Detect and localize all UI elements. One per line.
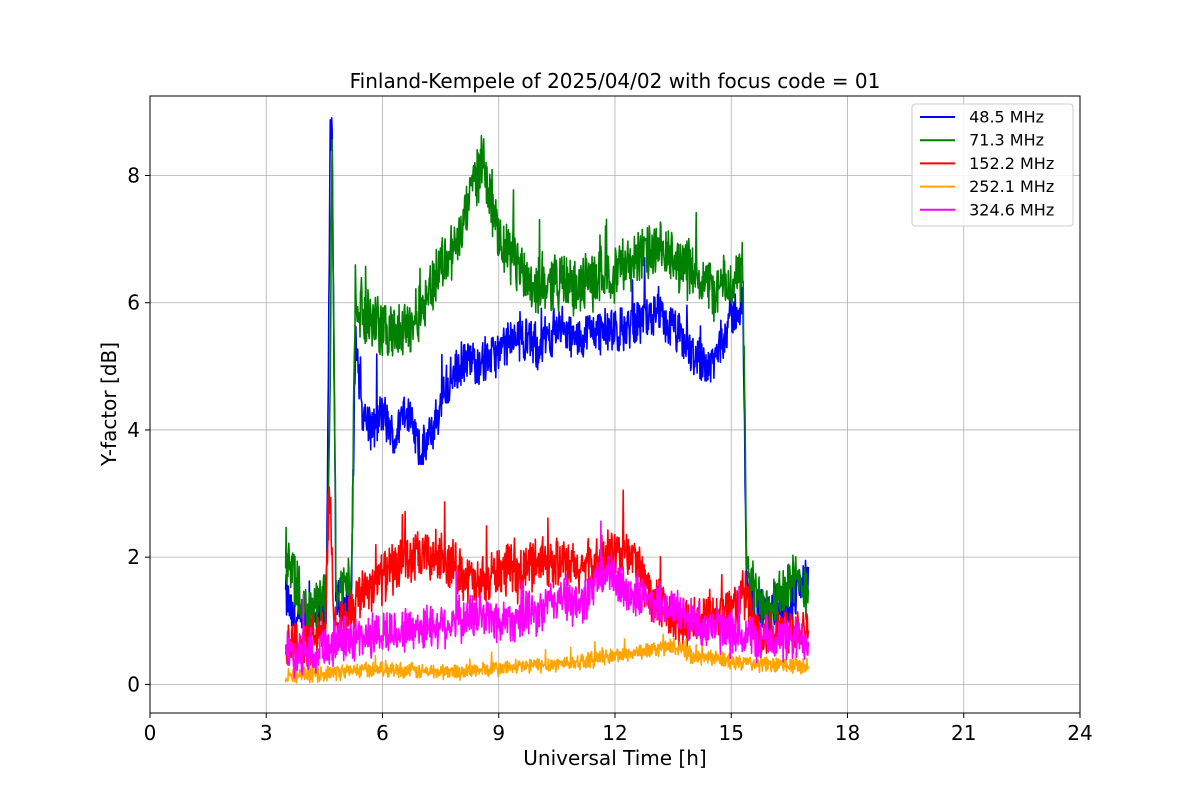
y-tick-label: 8 (127, 164, 140, 188)
x-tick-label: 3 (260, 721, 273, 745)
legend-label: 324.6 MHz (964, 200, 1054, 219)
legend-label: 252.1 MHz (964, 177, 1054, 196)
x-tick-label: 9 (492, 721, 505, 745)
y-tick-label: 6 (127, 291, 140, 315)
x-tick-label: 24 (1067, 721, 1092, 745)
series-line-1 (284, 134, 810, 644)
x-axis-label: Universal Time [h] (523, 746, 706, 770)
x-tick-label: 18 (835, 721, 860, 745)
legend-box (911, 103, 1074, 227)
y-tick-label: 0 (127, 672, 140, 696)
x-tick-label: 15 (719, 721, 744, 745)
series-line-2 (284, 486, 810, 670)
legend: 48.5 MHz 71.3 MHz 152.2 MHz 252.1 MHz 32… (911, 103, 1074, 227)
y-tick-label: 2 (127, 545, 140, 569)
x-tick-label: 0 (144, 721, 157, 745)
series-line-4 (284, 520, 810, 679)
x-tick-label: 6 (376, 721, 389, 745)
x-axis-ticks: 0 3 6 9 12 15 18 21 24 (144, 713, 1093, 745)
x-tick-label: 12 (602, 721, 627, 745)
series-line-0 (284, 116, 810, 640)
legend-label: 48.5 MHz (964, 108, 1044, 127)
series-lines (284, 116, 810, 684)
x-tick-label: 21 (951, 721, 976, 745)
series-line-3 (284, 633, 810, 684)
y-axis-label: Y-factor [dB] (97, 342, 121, 467)
legend-label: 152.2 MHz (964, 154, 1054, 173)
chart-title: Finland-Kempele of 2025/04/02 with focus… (350, 69, 881, 93)
y-axis-ticks: 0 2 4 6 8 (127, 164, 150, 696)
y-tick-label: 4 (127, 418, 140, 442)
legend-label: 71.3 MHz (964, 131, 1044, 150)
